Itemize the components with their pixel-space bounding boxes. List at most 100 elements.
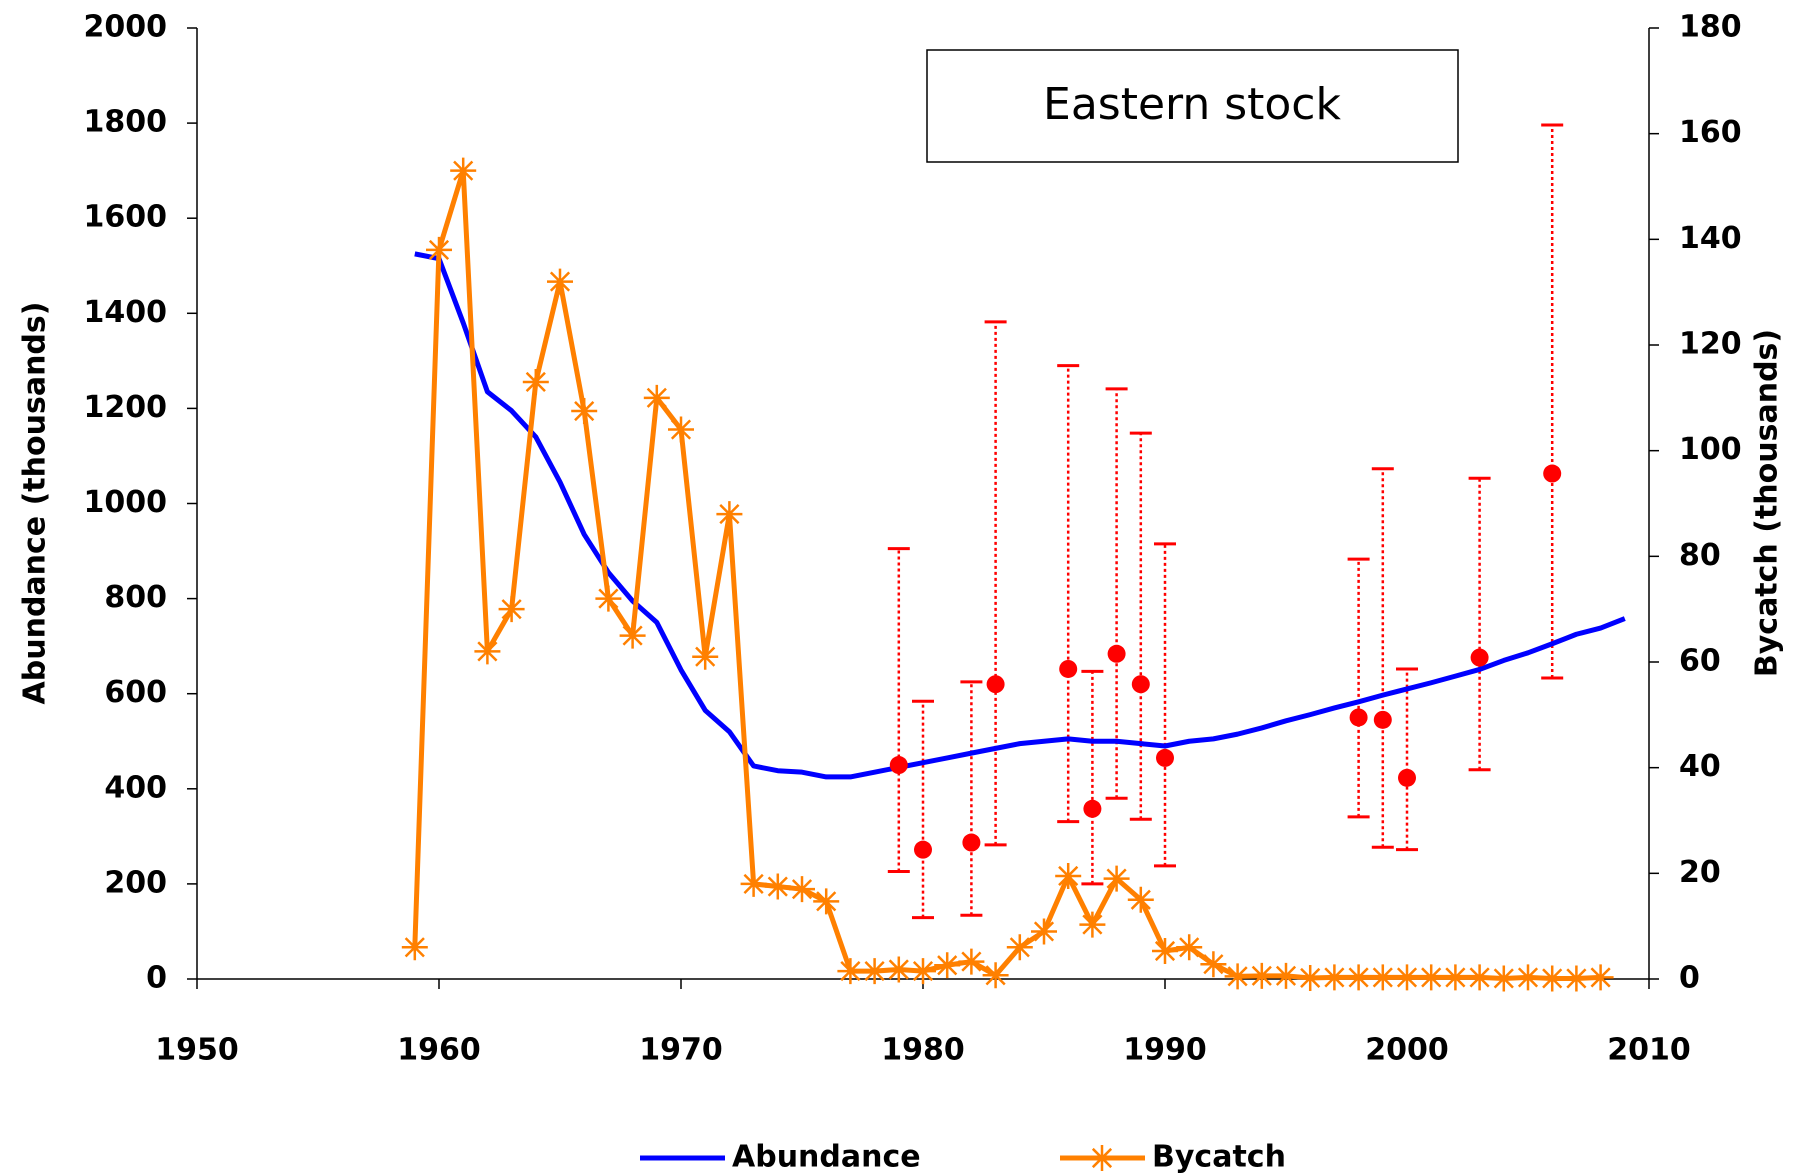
y2-tick-label: 40: [1679, 749, 1721, 784]
x-tick-label: 2010: [1607, 1033, 1691, 1068]
marker: [643, 384, 670, 411]
estimate-point: [1398, 768, 1416, 787]
x-tick-label: 1970: [639, 1033, 723, 1068]
marker: [1515, 964, 1541, 991]
x-tick-label: 1980: [881, 1033, 965, 1068]
y-tick-label: 400: [104, 770, 167, 805]
y-tick-label: 1800: [84, 105, 168, 140]
y2-axis-label: Bycatch (thousands): [1750, 329, 1785, 677]
marker: [1103, 865, 1130, 892]
y-tick-label: 1200: [84, 390, 168, 425]
y2-tick-label: 140: [1679, 221, 1742, 256]
marker: [426, 236, 452, 263]
y-axis-label: Abundance (thousands): [18, 302, 53, 705]
marker: [1152, 937, 1178, 964]
legend-label: Bycatch: [1152, 1140, 1286, 1175]
y-tick-label: 200: [104, 865, 167, 900]
x-tick-label: 1960: [397, 1033, 481, 1068]
estimate-point: [1107, 644, 1126, 663]
marker: [982, 962, 1009, 989]
estimate-point: [1543, 464, 1562, 483]
marker: [1418, 964, 1445, 991]
marker: [498, 596, 525, 623]
marker: [668, 416, 694, 443]
marker: [910, 958, 936, 985]
y2-tick-label: 80: [1679, 538, 1721, 573]
y-tick-label: 1000: [84, 485, 168, 520]
y2-tick-label: 160: [1679, 115, 1742, 150]
marker: [1369, 964, 1396, 991]
marker: [1006, 934, 1033, 961]
marker: [1297, 964, 1324, 991]
marker: [740, 870, 767, 897]
marker: [1345, 964, 1372, 991]
y-tick-label: 1400: [84, 295, 168, 330]
estimate-point: [1373, 710, 1392, 729]
legend-marker: [1089, 1145, 1115, 1171]
y-tick-label: 2000: [84, 10, 168, 45]
y2-tick-label: 120: [1679, 327, 1742, 362]
marker: [619, 622, 646, 649]
marker: [1273, 962, 1299, 989]
estimate-point: [962, 833, 981, 852]
marker: [813, 888, 840, 915]
marker: [934, 952, 961, 979]
estimate-point: [1470, 648, 1489, 667]
x-tick-label: 2000: [1365, 1033, 1449, 1068]
series-line: [414, 251, 1626, 780]
y-tick-label: 600: [104, 675, 167, 710]
y2-tick-label: 100: [1679, 432, 1742, 467]
marker: [571, 398, 598, 425]
marker: [1490, 965, 1517, 992]
y2-tick-label: 180: [1679, 10, 1742, 45]
marker: [1200, 951, 1227, 978]
marker: [692, 643, 719, 670]
marker: [1466, 964, 1493, 991]
marker: [1176, 934, 1203, 961]
marker: [1587, 964, 1614, 991]
estimate-point: [1083, 799, 1102, 818]
x-tick-label: 1950: [155, 1033, 239, 1068]
marker: [522, 368, 549, 395]
estimate-point: [914, 840, 932, 859]
y-tick-label: 800: [104, 580, 167, 615]
marker: [1394, 964, 1420, 991]
estimate-point: [986, 675, 1005, 694]
annotation-box: [926, 49, 1459, 163]
marker: [1539, 965, 1566, 992]
estimate-point: [1059, 659, 1078, 678]
y-tick-label: 1600: [84, 200, 168, 235]
legend-label: Abundance: [732, 1140, 921, 1175]
estimate-point: [889, 756, 908, 775]
marker: [1248, 962, 1275, 989]
y2-tick-label: 0: [1679, 961, 1700, 996]
marker: [789, 876, 815, 903]
marker: [1224, 963, 1251, 990]
estimate-point: [1349, 708, 1368, 727]
marker: [861, 958, 888, 985]
estimate-point: [1156, 748, 1174, 767]
marker: [401, 934, 428, 961]
marker: [837, 958, 864, 985]
estimate-point: [1131, 675, 1150, 694]
y2-tick-label: 60: [1679, 644, 1721, 679]
marker: [450, 157, 477, 184]
marker: [1563, 965, 1590, 992]
marker: [958, 948, 985, 975]
marker: [1127, 886, 1154, 913]
marker: [1055, 862, 1082, 889]
annotation: Eastern stock: [1043, 79, 1341, 130]
marker: [885, 956, 912, 983]
y2-tick-label: 20: [1679, 855, 1721, 890]
x-tick-label: 1990: [1123, 1033, 1207, 1068]
marker: [1442, 964, 1469, 991]
marker: [1031, 918, 1057, 945]
marker: [1321, 964, 1348, 991]
series-line: [412, 168, 1601, 981]
y-tick-label: 0: [146, 961, 167, 996]
marker: [547, 268, 573, 295]
marker: [474, 638, 501, 665]
marker: [595, 585, 622, 612]
marker: [716, 501, 743, 528]
